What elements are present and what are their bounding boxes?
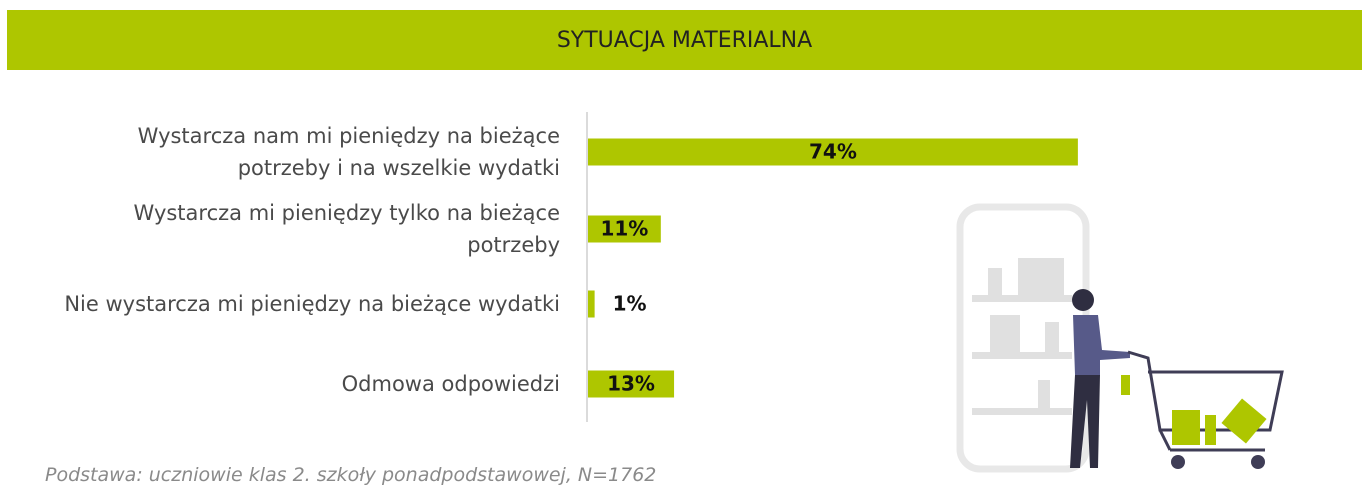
box — [990, 315, 1020, 352]
product — [1121, 375, 1130, 395]
body — [1073, 315, 1130, 375]
bar — [588, 290, 595, 318]
footnote: Podstawa: uczniowie klas 2. szkoły ponad… — [45, 464, 657, 486]
value-label: 74% — [809, 140, 857, 164]
category-label: Wystarcza nam mi pieniędzy na bieżące po… — [137, 124, 560, 180]
wheel — [1171, 455, 1185, 469]
illustration — [956, 203, 1284, 473]
bottle — [1045, 322, 1059, 352]
value-label: 13% — [607, 372, 655, 396]
cart — [1158, 429, 1172, 451]
product — [1221, 398, 1267, 444]
wheel — [1251, 455, 1265, 469]
shelf — [972, 352, 1072, 359]
value-label: 11% — [600, 217, 648, 241]
shelf — [972, 408, 1072, 415]
bar — [588, 138, 1078, 166]
product — [1172, 410, 1200, 445]
category-label: Nie wystarcza mi pieniędzy na bieżące wy… — [64, 292, 560, 316]
phone — [956, 203, 1090, 473]
shelf — [972, 295, 1072, 302]
value-label: 1% — [613, 292, 647, 316]
bar — [588, 370, 675, 398]
bar — [588, 215, 661, 243]
banner-title: SYTUACJA MATERIALNA — [7, 10, 1362, 70]
bottle — [1038, 380, 1050, 408]
bottle — [988, 268, 1002, 295]
legs — [1070, 375, 1100, 468]
product — [1205, 415, 1216, 445]
category-label: Odmowa odpowiedzi — [341, 372, 560, 396]
head — [1072, 289, 1094, 311]
box — [1018, 258, 1064, 295]
category-label: Wystarcza mi pieniędzy tylko na bieżące … — [133, 201, 560, 257]
